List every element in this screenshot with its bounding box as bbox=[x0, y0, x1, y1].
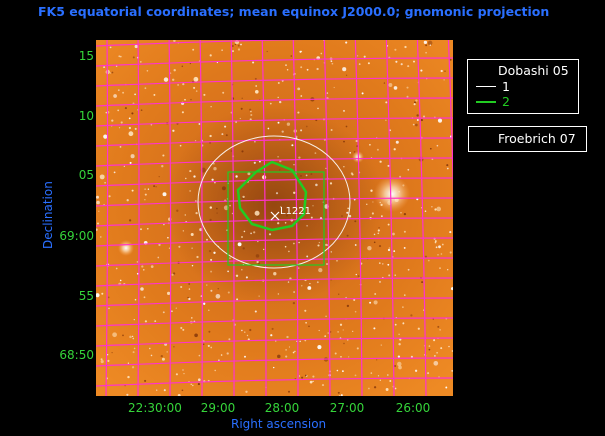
froebrich-box[interactable] bbox=[227, 171, 325, 266]
y-axis-label: Declination bbox=[41, 181, 55, 249]
l1221-label: L1221 bbox=[280, 206, 311, 217]
bright-star bbox=[374, 176, 410, 212]
y-tick-label: 69:00 bbox=[59, 229, 94, 243]
legend-swatch-green bbox=[476, 100, 496, 103]
legend-swatch-white bbox=[476, 86, 496, 87]
l1221-marker[interactable]: L1221 bbox=[270, 206, 311, 221]
x-tick-label: 29:00 bbox=[200, 401, 236, 415]
sky-image[interactable]: L1221 bbox=[96, 40, 453, 396]
y-tick-label: 15 bbox=[78, 49, 94, 63]
y-tick-label: 68:50 bbox=[59, 348, 94, 362]
y-tick-label: 05 bbox=[78, 168, 94, 182]
legend-dobashi-title: Dobashi 05 bbox=[498, 63, 569, 78]
x-tick-label: 22:30:00 bbox=[128, 401, 182, 415]
bright-star-2 bbox=[118, 240, 134, 256]
x-tick-label: 27:00 bbox=[329, 401, 365, 415]
coordinate-grid bbox=[96, 40, 453, 396]
x-axis-label: Right ascension bbox=[231, 417, 327, 431]
legend-froebrich-title: Froebrich 07 bbox=[498, 131, 576, 146]
y-tick-label: 10 bbox=[78, 109, 94, 123]
legend-item-1[interactable]: 1 bbox=[476, 79, 510, 94]
legend-item-2[interactable]: 2 bbox=[476, 94, 510, 109]
legend-item-label: 1 bbox=[502, 79, 510, 94]
legend-item-label: 2 bbox=[502, 94, 510, 109]
legend-froebrich[interactable]: Froebrich 07 bbox=[468, 126, 587, 152]
y-tick-label: 55 bbox=[78, 289, 94, 303]
dobashi-contour-1[interactable] bbox=[197, 135, 351, 269]
x-tick-label: 28:00 bbox=[264, 401, 300, 415]
plot-title: FK5 equatorial coordinates; mean equinox… bbox=[38, 4, 550, 19]
legend-dobashi[interactable]: Dobashi 05 1 2 bbox=[467, 59, 579, 114]
dobashi-contour-2[interactable] bbox=[236, 160, 308, 232]
x-tick-label: 26:00 bbox=[395, 401, 431, 415]
